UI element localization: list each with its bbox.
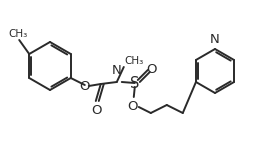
Text: CH₃: CH₃: [125, 56, 144, 66]
Text: O: O: [128, 100, 138, 113]
Text: O: O: [147, 62, 157, 76]
Text: N: N: [112, 64, 122, 77]
Text: O: O: [80, 80, 90, 93]
Text: O: O: [92, 104, 102, 117]
Text: N: N: [210, 33, 220, 46]
Text: S: S: [130, 76, 139, 90]
Text: CH₃: CH₃: [9, 29, 28, 39]
